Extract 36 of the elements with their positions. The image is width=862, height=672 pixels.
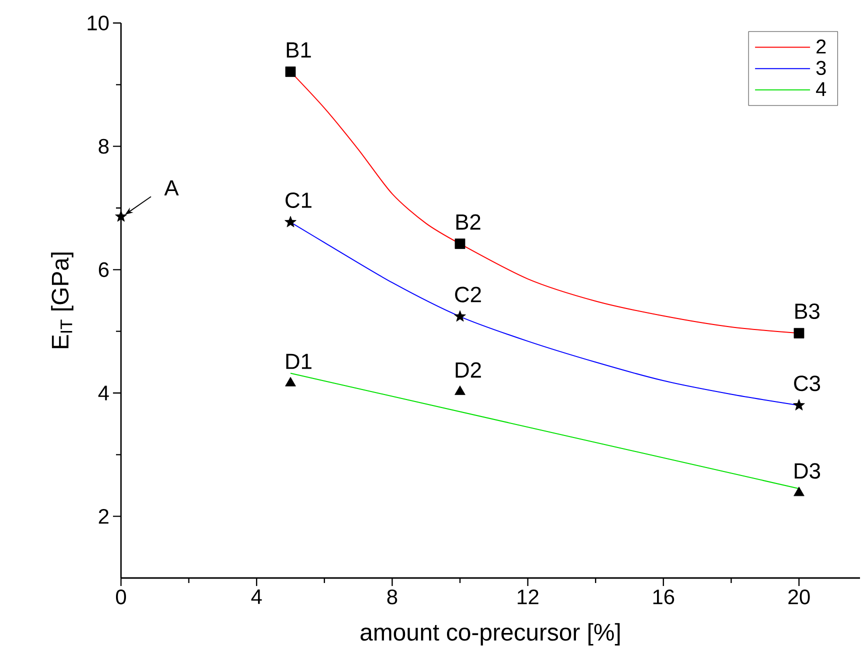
annotation: B2 [456, 214, 480, 230]
y-tick-label: 6 [98, 262, 109, 278]
x-tick-label: 20 [788, 590, 810, 604]
point [115, 210, 127, 222]
annotation: C2 [455, 286, 481, 302]
y-tick-label: 2 [98, 509, 108, 524]
x-tick-label: 16 [653, 590, 674, 604]
y-tick-label: 4 [98, 386, 109, 400]
point [793, 399, 805, 410]
annotation: C1 [286, 192, 312, 208]
y-tick-label: 10 [88, 16, 109, 30]
point [285, 66, 296, 77]
annotation: D3 [794, 463, 820, 479]
annotation: A [164, 180, 179, 196]
annotation: B3 [795, 303, 820, 319]
y-axis-title: E$_{IT}$ [GPa] [51, 252, 74, 348]
x-tick-label: 12 [518, 590, 538, 604]
legend-label: 3 [816, 60, 826, 76]
x-tick-label: 0 [116, 590, 126, 604]
annotation: C3 [794, 376, 820, 392]
point [454, 310, 466, 322]
point [454, 238, 466, 249]
annotation: D2 [456, 362, 481, 378]
point [794, 486, 804, 496]
x-tick-label: 8 [387, 590, 398, 604]
x-axis-title: amount co-precursor [%] [360, 623, 620, 646]
legend-label: 4 [816, 82, 826, 96]
point [794, 328, 804, 338]
point [284, 216, 296, 228]
point [454, 386, 466, 395]
legend-label: 2 [816, 40, 826, 54]
annotation: D1 [286, 354, 312, 369]
x-tick-label: 4 [251, 590, 262, 604]
annotation: B1 [286, 42, 311, 58]
y-tick-label: 8 [98, 138, 109, 154]
point [285, 376, 296, 386]
